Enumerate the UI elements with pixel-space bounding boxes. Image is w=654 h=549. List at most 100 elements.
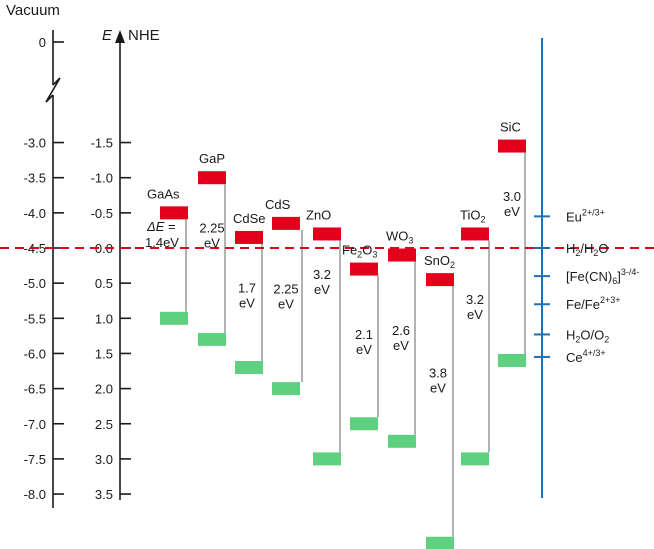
band-gap-value: 1.7	[238, 280, 256, 295]
material-fe: Fe2O3 2.1eV	[342, 243, 379, 431]
redox-label: Ce4+/3+	[566, 348, 606, 365]
conduction-band-bar	[160, 206, 188, 220]
material-sic: SiC 3.0eV	[498, 120, 526, 367]
vacuum-tick-label: -7.5	[24, 452, 46, 467]
material-label: CdSe	[233, 211, 266, 226]
valence-band-bar	[350, 417, 378, 431]
band-gap-unit: eV	[504, 204, 520, 219]
valence-band-bar	[498, 353, 526, 367]
material-label: ZnO	[306, 207, 331, 222]
band-gap-value: 1.4eV	[145, 235, 179, 250]
band-gap-value: 2.25	[199, 221, 224, 236]
conduction-band-bar	[198, 171, 226, 185]
band-gap-unit: eV	[430, 381, 446, 396]
redox-couple: Fe/Fe2+3+	[534, 295, 621, 312]
conduction-band-bar	[426, 273, 454, 287]
material-label: WO3	[386, 229, 413, 246]
nhe-axis-title: NHE	[128, 27, 160, 44]
conduction-band-bar	[461, 227, 489, 241]
band-gap-unit: eV	[356, 342, 372, 357]
valence-band-bar	[160, 311, 188, 325]
redox-couple: H2O/O2	[534, 327, 609, 344]
nhe-tick-label: -1.5	[91, 136, 113, 151]
valence-band-bar	[235, 361, 263, 375]
vacuum-tick-label: -8.0	[24, 487, 46, 502]
redox-label: H2O/O2	[566, 327, 609, 344]
material-label: GaAs	[147, 186, 180, 201]
valence-band-bar	[272, 382, 300, 396]
band-gap-unit: eV	[204, 236, 220, 251]
band-gap-value: 3.0	[503, 189, 521, 204]
conduction-band-bar	[272, 216, 300, 230]
material-label: SiC	[500, 120, 521, 135]
vacuum-tick-label: -4.0	[24, 206, 46, 221]
vacuum-tick-label: -5.5	[24, 311, 46, 326]
material-label: TiO2	[460, 207, 485, 224]
nhe-tick-label: 1.0	[95, 311, 113, 326]
redox-label: [Fe(CN)6]3-/4-	[566, 267, 639, 286]
nhe-tick-label: 0.5	[95, 276, 113, 291]
nhe-tick-label: 2.0	[95, 382, 113, 397]
axis-break-icon	[45, 77, 61, 103]
nhe-axis-ticks: -1.5 -1.0 -0.5 0.0 0.5 1.0 1.5 2.0 2.5 3.0 3.5	[91, 136, 131, 502]
material-tio: TiO2 3.2eV	[460, 207, 490, 466]
material-cdse: CdSe 1.7eV	[233, 211, 266, 375]
material-label: SnO2	[424, 253, 455, 270]
vacuum-tick-label: 0	[39, 35, 46, 50]
band-gap-unit: eV	[393, 338, 409, 353]
material-wo: WO3 2.6eV	[386, 229, 416, 448]
redox-couples-group: Eu2+/3+ H2/H2O [Fe(CN)6]3-/4- Fe/Fe2+3+ H2O/…	[534, 207, 639, 365]
nhe-tick-label: 3.5	[95, 487, 113, 502]
band-gap-unit: eV	[314, 282, 330, 297]
vacuum-tick-label: -6.5	[24, 382, 46, 397]
nhe-tick-label: 3.0	[95, 452, 113, 467]
redox-label: Eu2+/3+	[566, 207, 605, 224]
conduction-band-bar	[313, 227, 341, 241]
redox-couple: Eu2+/3+	[534, 207, 605, 224]
band-gap-unit: eV	[239, 295, 255, 310]
material-label: Fe2O3	[342, 243, 377, 260]
band-gap-value: 3.8	[429, 366, 447, 381]
material-gaas: GaAs ΔE =1.4eV	[145, 186, 188, 325]
redox-couple: H2/H2O	[534, 241, 609, 258]
valence-band-bar	[426, 536, 454, 549]
nhe-axis-title-e: E	[102, 27, 113, 44]
nhe-tick-label: 2.5	[95, 417, 113, 432]
conduction-band-bar	[388, 248, 416, 262]
valence-band-bar	[388, 434, 416, 448]
valence-band-bar	[461, 452, 489, 466]
vacuum-axis-title: Vacuum	[6, 2, 60, 19]
vacuum-tick-label: -3.5	[24, 171, 46, 186]
band-gap-prefix: ΔE =	[146, 219, 176, 234]
vacuum-axis-ticks: 0-3.0-3.5-4.0-4.5-5.0-5.5-6.0-6.5-7.0-7.…	[24, 35, 64, 502]
redox-couple: [Fe(CN)6]3-/4-	[534, 267, 639, 286]
valence-band-bar	[313, 452, 341, 466]
nhe-axis-arrow-icon	[115, 30, 125, 43]
band-gap-value: 3.2	[466, 292, 484, 307]
nhe-tick-label: -1.0	[91, 171, 113, 186]
nhe-tick-label: 0.0	[95, 241, 113, 256]
conduction-band-bar	[350, 262, 378, 276]
material-sno: SnO2 3.8eV	[424, 253, 455, 549]
conduction-band-bar	[498, 139, 526, 153]
redox-couple: Ce4+/3+	[534, 348, 606, 365]
band-gap-value: 2.6	[392, 323, 410, 338]
vacuum-tick-label: -5.0	[24, 276, 46, 291]
valence-band-bar	[198, 332, 226, 346]
band-gap-value: 2.25	[273, 281, 298, 296]
band-gap-unit: eV	[278, 296, 294, 311]
vacuum-tick-label: -7.0	[24, 417, 46, 432]
band-gap-value: 3.2	[313, 267, 331, 282]
conduction-band-bar	[235, 230, 263, 244]
redox-label: Fe/Fe2+3+	[566, 295, 621, 312]
band-gap-value: 2.1	[355, 327, 373, 342]
nhe-tick-label: 1.5	[95, 346, 113, 361]
material-label: CdS	[265, 197, 291, 212]
material-zno: ZnO 3.2eV	[306, 207, 341, 466]
nhe-tick-label: -0.5	[91, 206, 113, 221]
material-label: GaP	[199, 151, 225, 166]
